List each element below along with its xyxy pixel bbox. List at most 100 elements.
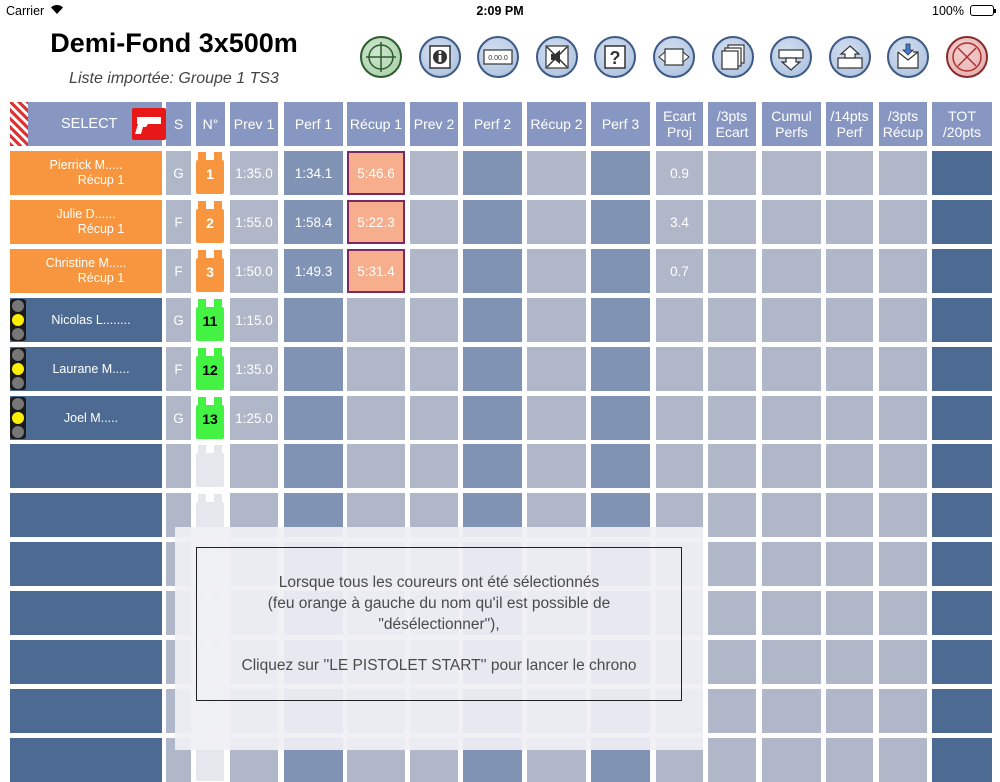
swap-button[interactable] xyxy=(653,36,695,78)
table-cell[interactable] xyxy=(826,249,873,293)
table-cell[interactable] xyxy=(591,347,650,391)
table-cell[interactable] xyxy=(762,493,821,537)
runner-name-cell[interactable]: Julie D...... Récup 1 xyxy=(10,200,162,244)
table-cell[interactable] xyxy=(708,200,756,244)
table-cell[interactable] xyxy=(527,151,586,195)
runner-name-cell[interactable]: Nicolas L........ xyxy=(10,298,162,342)
table-cell[interactable] xyxy=(879,396,927,440)
runner-name-cell[interactable]: Christine M..... Récup 1 xyxy=(10,249,162,293)
table-cell[interactable] xyxy=(284,396,343,440)
table-cell[interactable] xyxy=(463,249,522,293)
table-cell[interactable] xyxy=(410,200,458,244)
table-cell[interactable] xyxy=(347,347,405,391)
empty-name-cell[interactable] xyxy=(10,738,162,782)
table-cell[interactable] xyxy=(826,738,873,782)
empty-name-cell[interactable] xyxy=(10,689,162,733)
table-cell[interactable] xyxy=(347,396,405,440)
table-cell[interactable] xyxy=(879,640,927,684)
table-cell[interactable] xyxy=(527,444,586,488)
traffic-light-icon[interactable] xyxy=(10,397,26,439)
table-cell[interactable]: 5:46.6 xyxy=(347,151,405,195)
table-cell[interactable] xyxy=(932,493,992,537)
table-cell[interactable] xyxy=(463,347,522,391)
runner-name-cell[interactable]: Laurane M..... xyxy=(10,347,162,391)
table-cell[interactable] xyxy=(463,298,522,342)
table-cell[interactable] xyxy=(879,738,927,782)
table-cell[interactable] xyxy=(826,151,873,195)
table-cell[interactable] xyxy=(463,396,522,440)
table-cell[interactable] xyxy=(591,151,650,195)
pages-button[interactable] xyxy=(711,36,754,78)
inbox-button[interactable] xyxy=(887,36,930,78)
table-cell[interactable]: 1:15.0 xyxy=(230,298,278,342)
runner-name-cell[interactable]: Pierrick M..... Récup 1 xyxy=(10,151,162,195)
empty-name-cell[interactable] xyxy=(10,640,162,684)
start-pistol-button[interactable] xyxy=(132,108,166,140)
empty-name-cell[interactable] xyxy=(10,542,162,586)
table-cell[interactable] xyxy=(591,249,650,293)
table-cell[interactable] xyxy=(932,347,992,391)
table-cell[interactable] xyxy=(826,347,873,391)
table-cell[interactable] xyxy=(826,298,873,342)
upload-button[interactable] xyxy=(828,36,871,78)
table-cell[interactable] xyxy=(762,347,821,391)
table-cell[interactable] xyxy=(826,542,873,586)
table-cell[interactable] xyxy=(591,298,650,342)
table-cell[interactable]: 1:58.4 xyxy=(284,200,343,244)
target-button[interactable] xyxy=(360,36,402,78)
table-cell[interactable]: 5:22.3 xyxy=(347,200,405,244)
table-cell[interactable] xyxy=(932,640,992,684)
table-cell[interactable] xyxy=(463,200,522,244)
table-cell[interactable] xyxy=(879,689,927,733)
table-cell[interactable]: 0.9 xyxy=(656,151,703,195)
table-cell[interactable] xyxy=(826,591,873,635)
table-cell[interactable] xyxy=(591,200,650,244)
table-cell[interactable] xyxy=(656,444,703,488)
table-cell[interactable] xyxy=(762,591,821,635)
table-cell[interactable] xyxy=(708,591,756,635)
table-cell[interactable] xyxy=(410,444,458,488)
table-cell[interactable]: 1:34.1 xyxy=(284,151,343,195)
table-cell[interactable] xyxy=(284,347,343,391)
table-cell[interactable] xyxy=(932,542,992,586)
table-cell[interactable] xyxy=(410,151,458,195)
table-cell[interactable] xyxy=(527,200,586,244)
table-cell[interactable]: 0.7 xyxy=(656,249,703,293)
empty-name-cell[interactable] xyxy=(10,493,162,537)
table-cell[interactable] xyxy=(762,249,821,293)
table-cell[interactable] xyxy=(708,396,756,440)
table-cell[interactable] xyxy=(708,738,756,782)
table-cell[interactable] xyxy=(591,396,650,440)
mute-button[interactable] xyxy=(535,36,578,78)
table-cell[interactable] xyxy=(879,298,927,342)
table-cell[interactable] xyxy=(932,396,992,440)
empty-name-cell[interactable] xyxy=(10,591,162,635)
table-cell[interactable] xyxy=(879,200,927,244)
counter-button[interactable]: 0.00.0 xyxy=(477,36,520,78)
table-cell[interactable] xyxy=(879,347,927,391)
table-cell[interactable] xyxy=(826,396,873,440)
table-cell[interactable] xyxy=(879,444,927,488)
table-cell[interactable] xyxy=(708,640,756,684)
table-cell[interactable] xyxy=(762,444,821,488)
table-cell[interactable] xyxy=(762,738,821,782)
table-cell[interactable] xyxy=(826,444,873,488)
table-cell[interactable] xyxy=(463,444,522,488)
table-cell[interactable] xyxy=(879,151,927,195)
table-cell[interactable] xyxy=(656,396,703,440)
table-cell[interactable] xyxy=(762,396,821,440)
table-cell[interactable] xyxy=(879,493,927,537)
info-button[interactable] xyxy=(418,36,461,78)
table-cell[interactable]: 5:31.4 xyxy=(347,249,405,293)
runner-name-cell[interactable]: Joel M..... xyxy=(10,396,162,440)
table-cell[interactable] xyxy=(762,151,821,195)
table-cell[interactable]: 1:25.0 xyxy=(230,396,278,440)
table-cell[interactable] xyxy=(932,249,992,293)
table-cell[interactable] xyxy=(932,298,992,342)
select-header[interactable]: SELECT xyxy=(10,102,166,146)
table-cell[interactable] xyxy=(826,640,873,684)
table-cell[interactable] xyxy=(762,298,821,342)
table-cell[interactable] xyxy=(708,249,756,293)
table-cell[interactable] xyxy=(932,151,992,195)
table-cell[interactable]: 1:55.0 xyxy=(230,200,278,244)
